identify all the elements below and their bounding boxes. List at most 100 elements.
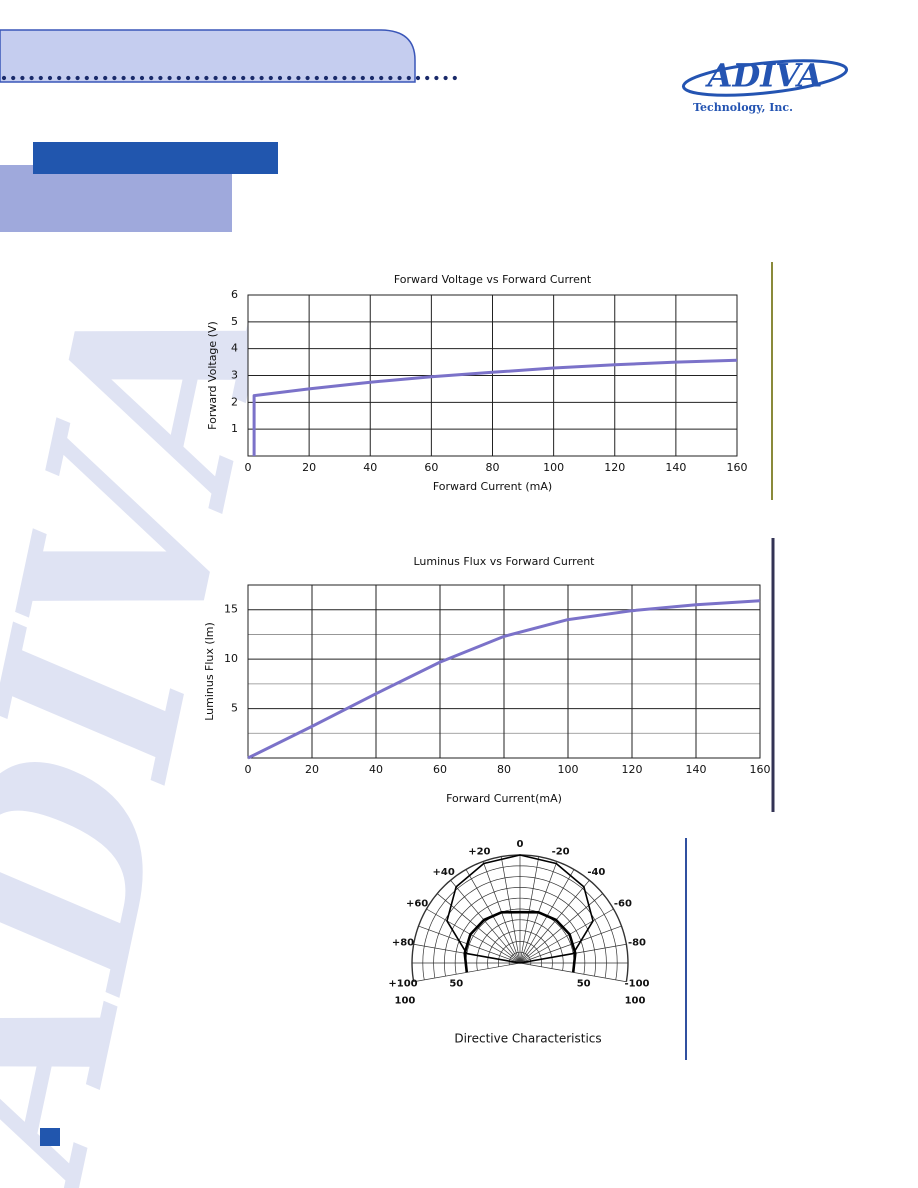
dot (259, 75, 264, 81)
dot (112, 75, 117, 81)
dot (176, 75, 181, 81)
x-tick-label: 100 (558, 763, 579, 776)
dot (369, 75, 375, 81)
x-tick-label: 0 (245, 461, 252, 474)
x-axis-label: Forward Current (mA) (433, 480, 552, 493)
y-axis-label: Forward Voltage (V) (206, 321, 219, 430)
dot (452, 75, 457, 81)
dot (415, 75, 421, 81)
header-dots (1, 75, 457, 81)
dot (277, 75, 283, 81)
y-tick-label: 5 (231, 315, 238, 328)
polar-spoke (450, 880, 521, 964)
x-axis-label: Forward Current(mA) (446, 792, 562, 805)
radial-tick-label: 100 (395, 995, 416, 1006)
dot (231, 75, 237, 81)
dot (1, 75, 7, 81)
dot (11, 75, 16, 81)
dot (314, 75, 319, 81)
dot (167, 75, 172, 81)
dot (443, 75, 448, 81)
y-tick-label: 2 (231, 395, 238, 408)
x-tick-label: 80 (486, 461, 500, 474)
y-tick-label: 5 (231, 702, 238, 715)
chart-title: Directive Characteristics (454, 1032, 601, 1046)
polar-spoke (418, 925, 521, 964)
polar-spoke (426, 908, 521, 964)
page-marker (40, 1128, 60, 1146)
dot (149, 75, 154, 81)
x-tick-label: 120 (604, 461, 625, 474)
dot (204, 75, 209, 81)
dot (57, 75, 62, 81)
angle-tick-label: +60 (406, 899, 428, 910)
dot (222, 75, 227, 81)
dot (213, 75, 218, 81)
angle-tick-label: -80 (628, 937, 646, 948)
dot (47, 75, 53, 81)
angle-tick-label: -20 (552, 846, 570, 857)
dot (84, 75, 89, 81)
y-tick-label: 3 (231, 369, 238, 382)
dot (185, 75, 191, 81)
dot (195, 75, 200, 81)
angle-tick-label: +20 (468, 846, 490, 857)
dot (158, 75, 163, 81)
logo-tagline: Technology, Inc. (693, 101, 793, 114)
angle-tick-label: +40 (432, 867, 454, 878)
x-tick-label: 0 (245, 763, 252, 776)
x-tick-label: 20 (305, 763, 319, 776)
dot (425, 75, 430, 81)
polar-spoke (519, 925, 622, 964)
x-tick-label: 140 (686, 763, 707, 776)
x-tick-label: 20 (302, 461, 316, 474)
dot (241, 75, 246, 81)
polar-spoke (519, 908, 614, 964)
chart-title: Forward Voltage vs Forward Current (394, 273, 592, 286)
dot (93, 75, 99, 81)
angle-tick-label: +100 (388, 979, 417, 990)
dot (38, 75, 43, 81)
x-tick-label: 160 (727, 461, 748, 474)
dot (139, 75, 145, 81)
y-tick-label: 10 (224, 652, 238, 665)
dot (250, 75, 255, 81)
dot (406, 75, 411, 81)
logo-swoosh (681, 59, 849, 97)
chart-title: Luminus Flux vs Forward Current (414, 555, 596, 568)
dot (360, 75, 365, 81)
dot (351, 75, 356, 81)
dot (103, 75, 108, 81)
directivity-curve (446, 854, 594, 964)
x-tick-label: 160 (750, 763, 771, 776)
angle-tick-label: +80 (392, 937, 414, 948)
polar-spoke (519, 880, 590, 964)
y-tick-label: 6 (231, 288, 238, 301)
polar-spoke (500, 856, 521, 964)
dot (66, 75, 71, 81)
dot (388, 75, 393, 81)
x-tick-label: 100 (543, 461, 564, 474)
dot (268, 75, 273, 81)
angle-tick-label: 0 (517, 839, 524, 850)
section-block (0, 165, 232, 232)
x-tick-label: 80 (497, 763, 511, 776)
x-tick-label: 40 (363, 461, 377, 474)
angle-tick-label: -40 (587, 867, 605, 878)
data-line (252, 358, 738, 456)
dot (20, 75, 25, 81)
y-tick-label: 4 (231, 342, 238, 355)
radial-tick-label: 100 (625, 995, 646, 1006)
x-tick-label: 40 (369, 763, 383, 776)
header-band (0, 29, 416, 83)
y-tick-label: 1 (231, 422, 238, 435)
y-tick-label: 15 (224, 603, 238, 616)
dot (379, 75, 384, 81)
directivity-curve (463, 910, 577, 973)
radial-tick-label: 50 (449, 979, 463, 990)
dot (434, 75, 439, 81)
logo: ADIVA (705, 57, 823, 95)
dot (75, 75, 80, 81)
dot (305, 75, 310, 81)
radial-tick-label: 50 (577, 979, 591, 990)
